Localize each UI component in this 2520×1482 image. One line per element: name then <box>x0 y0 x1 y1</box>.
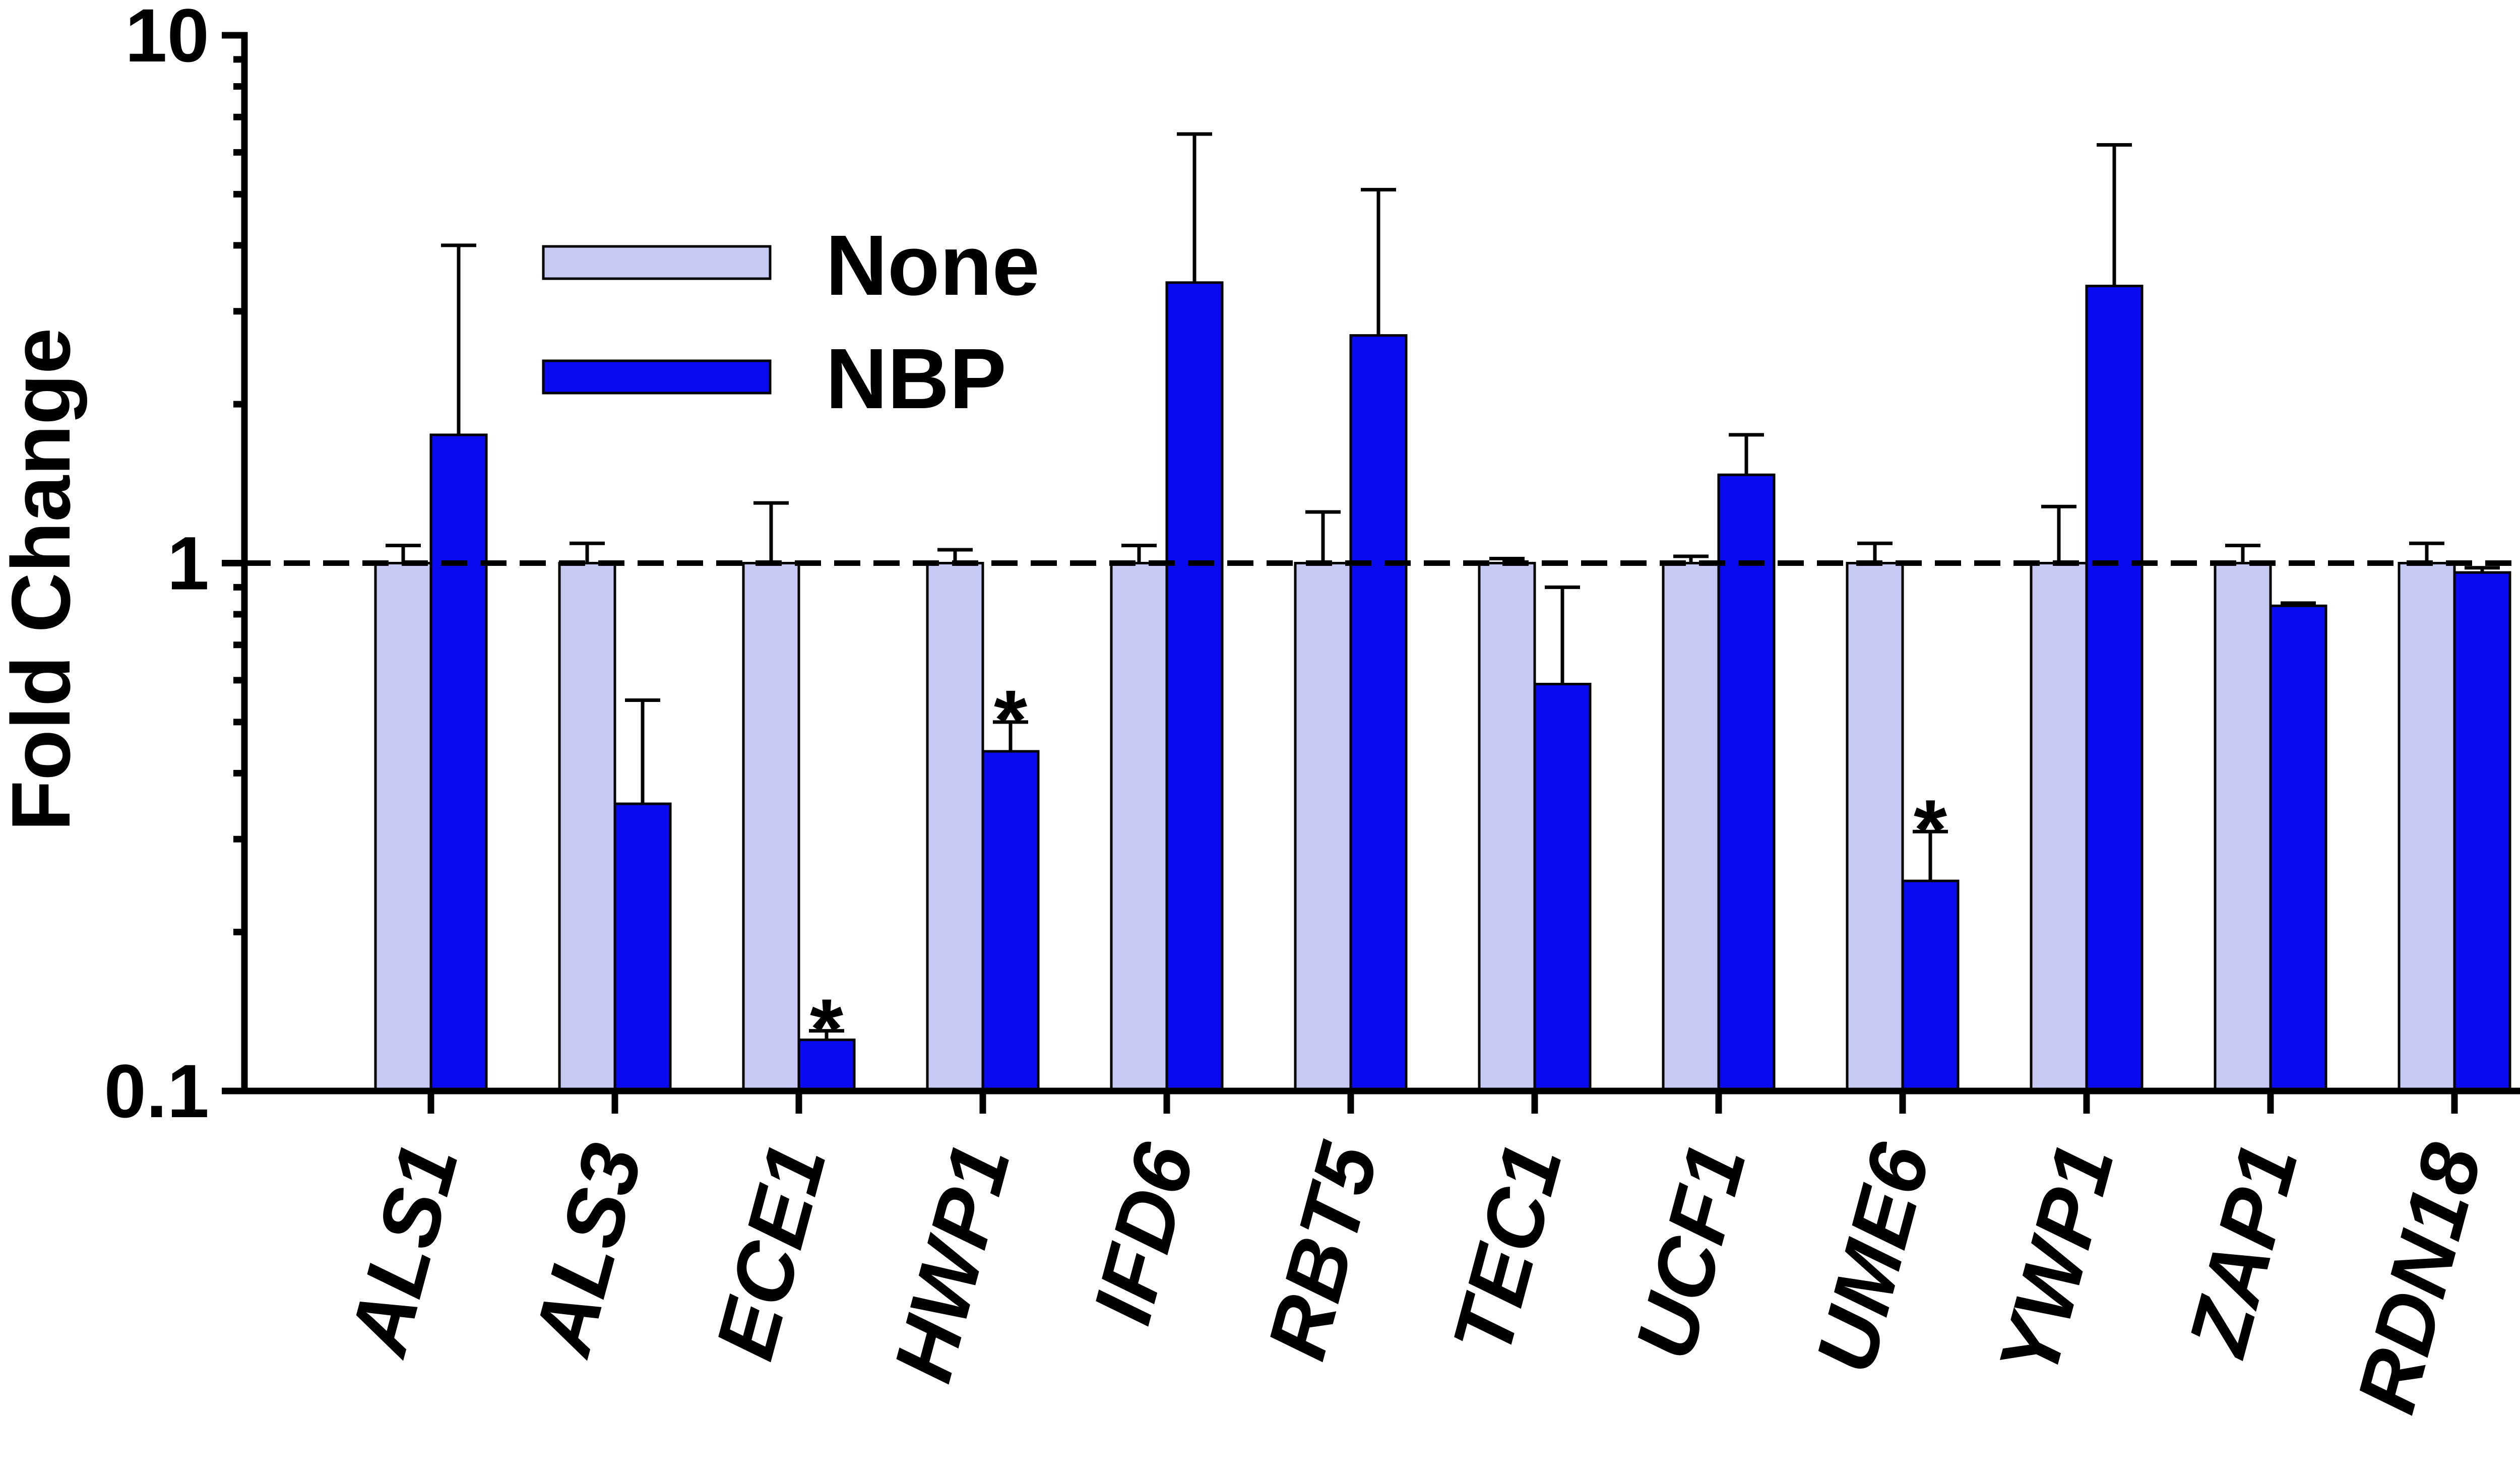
bar-nbp-als1 <box>429 433 488 1092</box>
x-tick-label-ume6: UME6 <box>1798 1134 1947 1382</box>
significance-star-hwp1: * <box>994 673 1027 768</box>
bar-nbp-hwp1 <box>981 750 1040 1092</box>
bar-none-ifd6 <box>1110 562 1168 1092</box>
bar-nbp-tec1 <box>1533 683 1592 1092</box>
y-tick-label-10: 10 <box>125 0 209 78</box>
error-bars-layer <box>386 132 2500 1040</box>
bar-none-als3 <box>558 562 616 1092</box>
bar-none-rdn18 <box>2398 562 2456 1092</box>
bar-nbp-rbt5 <box>1349 334 1408 1092</box>
x-tick-label-als3: ALS3 <box>515 1134 660 1366</box>
legend-swatch-none <box>542 245 772 280</box>
bar-none-ume6 <box>1846 562 1904 1092</box>
bar-nbp-ifd6 <box>1165 281 1224 1092</box>
x-tick-label-als1: ALS1 <box>331 1134 476 1366</box>
bar-none-hwp1 <box>926 562 984 1092</box>
y-ticks: 0.1 1 10 <box>104 0 244 1133</box>
x-tick-label-ywp1: YWP1 <box>1981 1134 2131 1386</box>
bar-none-zap1 <box>2214 562 2272 1092</box>
legend-swatch-nbp <box>542 359 772 395</box>
bars-layer <box>374 281 2511 1092</box>
bar-none-rbt5 <box>1294 562 1352 1092</box>
legend-label-nbp: NBP <box>826 331 1006 427</box>
x-tick-label-rdn18: RDN18 <box>2339 1134 2499 1422</box>
significance-markers: * * * <box>810 673 1947 1077</box>
legend-label-none: None <box>826 218 1040 313</box>
y-axis-label: Fold Change <box>0 328 87 831</box>
bar-nbp-zap1 <box>2269 604 2327 1092</box>
bar-nbp-als3 <box>613 802 672 1092</box>
significance-star-ume6: * <box>1914 782 1947 878</box>
bar-none-als1 <box>374 562 432 1092</box>
x-tick-label-ece1: ECE1 <box>698 1134 844 1368</box>
x-tick-label-ucf1: UCF1 <box>1618 1134 1763 1368</box>
bar-none-tec1 <box>1478 562 1536 1092</box>
x-tick-label-ifd6: IFD6 <box>1076 1134 1212 1332</box>
x-tick-label-tec1: TEC1 <box>1435 1134 1580 1364</box>
bar-nbp-rdn18 <box>2453 571 2511 1092</box>
legend: None NBP <box>542 218 1040 427</box>
bar-nbp-ucf1 <box>1717 473 1776 1092</box>
y-tick-label-1: 1 <box>167 521 209 606</box>
x-tick-label-hwp1: HWP1 <box>876 1134 1028 1390</box>
x-tick-label-zap1: ZAP1 <box>2170 1134 2315 1366</box>
x-tick-label-rbt5: RBT5 <box>1250 1133 1396 1368</box>
bar-none-ywp1 <box>2030 562 2088 1092</box>
bar-nbp-ywp1 <box>2085 285 2144 1092</box>
x-ticks: ALS1 ALS3 ECE1 HWP1 IFD6 RBT5 TEC1 UCF1 UME6 YWP1… <box>331 1091 2499 1422</box>
bar-nbp-ume6 <box>1901 879 1960 1092</box>
y-tick-label-0-1: 0.1 <box>104 1049 209 1133</box>
significance-star-ece1: * <box>810 982 843 1077</box>
bar-none-ece1 <box>742 562 800 1092</box>
bar-none-ucf1 <box>1662 562 1720 1092</box>
